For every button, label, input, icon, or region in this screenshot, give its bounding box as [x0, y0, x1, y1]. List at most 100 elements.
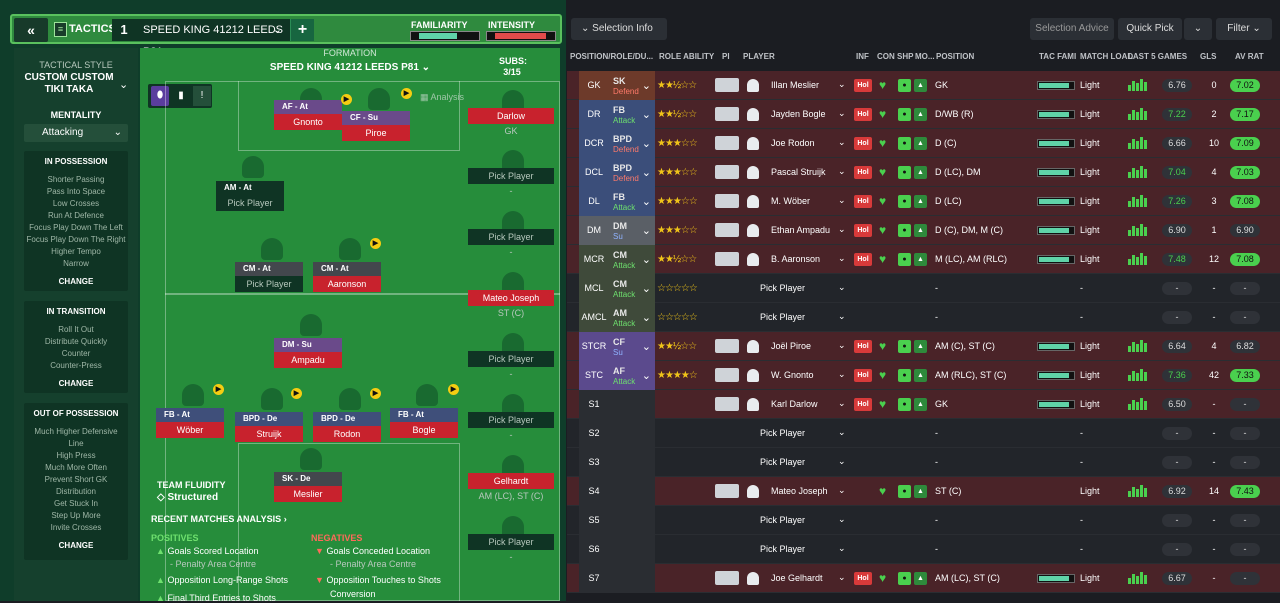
column-header[interactable]: PI [722, 52, 730, 61]
table-row[interactable]: DCL BPD Defend ⌄ ★★★☆☆ Pascal Struijk ⌄ Hol ♥ ● ▲ D… [567, 158, 1280, 187]
filter-button[interactable]: Filter ⌄ [1216, 18, 1272, 40]
chevron-down-icon[interactable]: ⌄ [838, 427, 846, 437]
tactic-selector[interactable]: SPEED KING 41212 LEEDS P81⌄ [136, 19, 290, 58]
chevron-down-icon[interactable]: ⌄ [838, 79, 846, 89]
add-tactic-button[interactable]: + [290, 19, 314, 41]
recent-matches-link[interactable]: RECENT MATCHES ANALYSIS › [151, 514, 287, 524]
role-selector[interactable]: AM Attack ⌄ [609, 303, 655, 332]
role-selector[interactable]: DM Su ⌄ [609, 216, 655, 245]
table-row[interactable]: GK SK Defend ⌄ ★★½☆☆ Illan Meslier ⌄ Hol ♥ ● ▲ GK Li… [567, 71, 1280, 100]
column-header[interactable]: GLS [1200, 52, 1217, 61]
chevron-down-icon[interactable]: ⌄ [838, 514, 846, 524]
quick-pick-button[interactable]: Quick Pick [1118, 18, 1182, 40]
player-name[interactable]: Joël Piroe [771, 341, 812, 351]
pi-icon[interactable] [715, 252, 739, 266]
chevron-down-icon[interactable]: ⌄ [838, 195, 846, 205]
in-possession-change-button[interactable]: CHANGE [58, 277, 94, 286]
role-selector[interactable]: FB Attack ⌄ [609, 187, 655, 216]
table-row[interactable]: DM DM Su ⌄ ★★★☆☆ Ethan Ampadu ⌄ Hol ♥ ● ▲ D (C), DM… [567, 216, 1280, 245]
column-header[interactable]: LAST 5 GAMES [1128, 52, 1188, 61]
column-header[interactable]: MO... [915, 52, 935, 61]
chevron-down-icon[interactable]: ⌄ [838, 108, 846, 118]
table-row[interactable]: S5 Pick Player ⌄ - - - - - [567, 506, 1280, 535]
selection-info-button[interactable]: ⌄ Selection Info [571, 18, 667, 40]
pi-icon[interactable] [715, 107, 739, 121]
player-name[interactable]: Jayden Bogle [771, 109, 826, 119]
column-header[interactable]: PLAYER [743, 52, 775, 61]
chevron-down-icon[interactable]: ⌄ [838, 369, 846, 379]
pi-icon[interactable] [715, 223, 739, 237]
role-selector[interactable]: CF Su ⌄ [609, 332, 655, 361]
chevron-down-icon[interactable]: ⌄ [838, 224, 846, 234]
table-row[interactable]: DCR BPD Defend ⌄ ★★★☆☆ Joe Rodon ⌄ Hol ♥ ● ▲ D (C) L… [567, 129, 1280, 158]
player-name[interactable]: W. Gnonto [771, 370, 814, 380]
table-row[interactable]: S6 Pick Player ⌄ - - - - - [567, 535, 1280, 564]
back-button[interactable]: « [14, 18, 48, 42]
table-row[interactable]: MCL CM Attack ⌄ ☆☆☆☆☆ Pick Player ⌄ - - - - - [567, 274, 1280, 303]
pi-icon[interactable] [715, 571, 739, 585]
pi-icon[interactable] [715, 136, 739, 150]
table-row[interactable]: S2 Pick Player ⌄ - - - - - [567, 419, 1280, 448]
table-row[interactable]: STC AF Attack ⌄ ★★★★☆ W. Gnonto ⌄ Hol ♥ ● ▲ AM (RLC… [567, 361, 1280, 390]
mentality-selector[interactable]: Attacking ⌄ [24, 124, 128, 142]
column-header[interactable]: AV RAT [1235, 52, 1264, 61]
player-name[interactable]: Pick Player [760, 283, 806, 293]
player-name[interactable]: Pascal Struijk [771, 167, 826, 177]
player-name[interactable]: Illan Meslier [771, 80, 820, 90]
player-name[interactable]: Pick Player [760, 428, 806, 438]
player-name[interactable]: Pick Player [760, 544, 806, 554]
column-header[interactable]: MATCH LOAD [1080, 52, 1134, 61]
table-row[interactable]: S1 Karl Darlow ⌄ Hol ♥ ● ▲ GK Light 6.50 - - [567, 390, 1280, 419]
chevron-down-icon[interactable]: ⌄ [838, 572, 846, 582]
info-icon[interactable]: ! [193, 86, 211, 106]
column-header[interactable]: POSITION [936, 52, 975, 61]
in-transition-change-button[interactable]: CHANGE [58, 379, 94, 388]
column-header[interactable]: SHP [897, 52, 914, 61]
chevron-down-icon[interactable]: ⌄ [838, 311, 846, 321]
pi-icon[interactable] [715, 397, 739, 411]
tactical-style-name[interactable]: CUSTOM CUSTOM TIKI TAKA [24, 72, 114, 95]
chevron-down-icon[interactable]: ⌄ [838, 166, 846, 176]
pi-icon[interactable] [715, 165, 739, 179]
table-row[interactable]: MCR CM Attack ⌄ ★★½☆☆ B. Aaronson ⌄ Hol ♥ ● ▲ M (LC… [567, 245, 1280, 274]
player-name[interactable]: Mateo Joseph [771, 486, 828, 496]
table-row[interactable]: S3 Pick Player ⌄ - - - - - [567, 448, 1280, 477]
table-row[interactable]: AMCL AM Attack ⌄ ☆☆☆☆☆ Pick Player ⌄ - - - - - [567, 303, 1280, 332]
pi-icon[interactable] [715, 194, 739, 208]
player-name[interactable]: Pick Player [760, 457, 806, 467]
table-row[interactable]: STCR CF Su ⌄ ★★½☆☆ Joël Piroe ⌄ Hol ♥ ● ▲ AM (C), S… [567, 332, 1280, 361]
column-header[interactable]: TAC FAMI [1039, 52, 1077, 61]
player-name[interactable]: Joe Gelhardt [771, 573, 823, 583]
role-selector[interactable]: BPD Defend ⌄ [609, 129, 655, 158]
chart-icon[interactable]: ▮ [178, 90, 184, 101]
formation-selector[interactable]: SPEED KING 41212 LEEDS P81 ⌄ [140, 62, 560, 73]
table-row[interactable]: DL FB Attack ⌄ ★★★☆☆ M. Wöber ⌄ Hol ♥ ● ▲ D (LC) Lig… [567, 187, 1280, 216]
pi-icon[interactable] [715, 78, 739, 92]
table-row[interactable]: S4 Mateo Joseph ⌄ ♥ ● ▲ ST (C) Light 6.92 14 7.43 [567, 477, 1280, 506]
column-header[interactable]: CON [877, 52, 895, 61]
role-selector[interactable]: CM Attack ⌄ [609, 245, 655, 274]
role-selector[interactable]: SK Defend ⌄ [609, 71, 655, 100]
player-name[interactable]: Karl Darlow [771, 399, 818, 409]
player-name[interactable]: M. Wöber [771, 196, 811, 206]
chevron-down-icon[interactable]: ⌄ [838, 398, 846, 408]
selection-advice-button[interactable]: Selection Advice [1030, 18, 1114, 40]
pi-icon[interactable] [715, 368, 739, 382]
quick-pick-dropdown[interactable]: ⌄ [1184, 18, 1212, 40]
player-name[interactable]: Pick Player [760, 312, 806, 322]
column-header[interactable]: INF [856, 52, 869, 61]
table-row[interactable]: S7 Joe Gelhardt ⌄ Hol ♥ ● ▲ AM (LC), ST (C) Ligh… [567, 564, 1280, 593]
chevron-down-icon[interactable]: ⌄ [838, 456, 846, 466]
out-of-possession-change-button[interactable]: CHANGE [58, 541, 94, 550]
table-row[interactable]: DR FB Attack ⌄ ★★½☆☆ Jayden Bogle ⌄ Hol ♥ ● ▲ D/WB … [567, 100, 1280, 129]
player-name[interactable]: Ethan Ampadu [771, 225, 831, 235]
role-selector[interactable]: CM Attack ⌄ [609, 274, 655, 303]
chevron-down-icon[interactable]: ⌄ [838, 340, 846, 350]
chevron-down-icon[interactable]: ⌄ [838, 253, 846, 263]
chevron-down-icon[interactable]: ⌄ [838, 137, 846, 147]
player-name[interactable]: Joe Rodon [771, 138, 815, 148]
player-name[interactable]: B. Aaronson [771, 254, 821, 264]
tactic-slot-number[interactable]: 1 [112, 19, 136, 41]
role-selector[interactable]: FB Attack ⌄ [609, 100, 655, 129]
column-header[interactable]: ROLE ABILITY [659, 52, 715, 61]
